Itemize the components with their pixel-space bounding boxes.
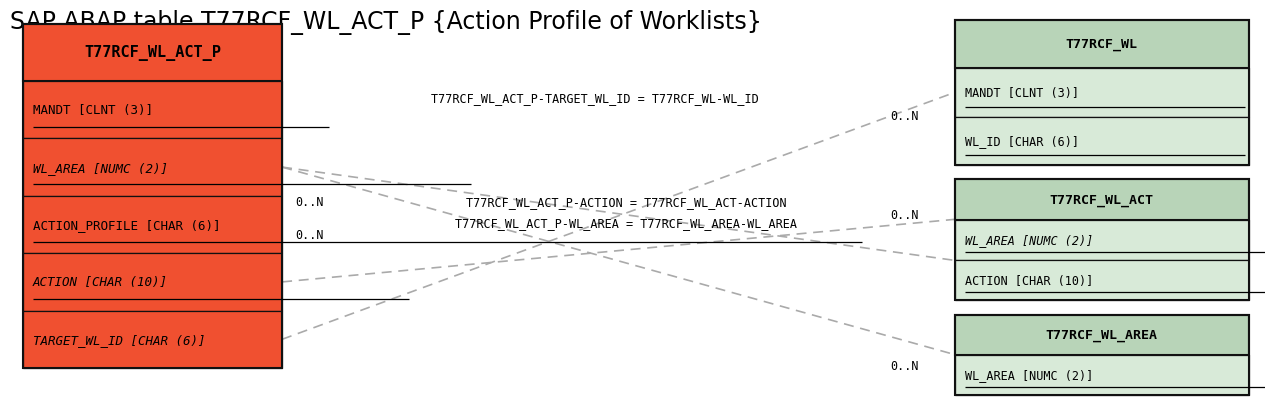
- Text: SAP ABAP table T77RCF_WL_ACT_P {Action Profile of Worklists}: SAP ABAP table T77RCF_WL_ACT_P {Action P…: [10, 10, 762, 35]
- Bar: [23, 139, 282, 196]
- Text: T77RCF_WL_ACT_P-TARGET_WL_ID = T77RCF_WL-WL_ID: T77RCF_WL_ACT_P-TARGET_WL_ID = T77RCF_WL…: [430, 92, 759, 105]
- Text: 0..N: 0..N: [296, 196, 324, 209]
- Bar: [23, 254, 282, 311]
- Bar: [23, 196, 282, 254]
- Bar: [955, 180, 1249, 301]
- Bar: [23, 25, 282, 368]
- Bar: [23, 25, 282, 82]
- Bar: [955, 315, 1249, 395]
- Text: T77RCF_WL_ACT_P-ACTION = T77RCF_WL_ACT-ACTION: T77RCF_WL_ACT_P-ACTION = T77RCF_WL_ACT-A…: [466, 196, 787, 209]
- Text: 0..N: 0..N: [891, 360, 918, 373]
- Text: 0..N: 0..N: [891, 110, 918, 123]
- Text: ACTION [CHAR (10)]: ACTION [CHAR (10)]: [33, 276, 168, 289]
- Bar: [955, 69, 1249, 117]
- Bar: [955, 261, 1249, 301]
- Bar: [955, 180, 1249, 220]
- Text: ACTION_PROFILE [CHAR (6)]: ACTION_PROFILE [CHAR (6)]: [33, 218, 220, 231]
- Text: 0..N: 0..N: [296, 229, 324, 242]
- Text: T77RCF_WL_ACT_P: T77RCF_WL_ACT_P: [83, 45, 221, 61]
- Bar: [955, 117, 1249, 166]
- Text: T77RCF_WL_ACT_P-WL_AREA = T77RCF_WL_AREA-WL_AREA: T77RCF_WL_ACT_P-WL_AREA = T77RCF_WL_AREA…: [455, 216, 797, 229]
- Text: T77RCF_WL_AREA: T77RCF_WL_AREA: [1046, 328, 1157, 342]
- Bar: [23, 311, 282, 368]
- Text: WL_AREA [NUMC (2)]: WL_AREA [NUMC (2)]: [33, 161, 168, 174]
- Bar: [955, 20, 1249, 69]
- Text: MANDT [CLNT (3)]: MANDT [CLNT (3)]: [965, 87, 1079, 99]
- Bar: [23, 82, 282, 139]
- Text: WL_AREA [NUMC (2)]: WL_AREA [NUMC (2)]: [965, 234, 1093, 247]
- Text: WL_AREA [NUMC (2)]: WL_AREA [NUMC (2)]: [965, 368, 1093, 381]
- Bar: [955, 315, 1249, 355]
- Text: 0..N: 0..N: [891, 208, 918, 221]
- Text: TARGET_WL_ID [CHAR (6)]: TARGET_WL_ID [CHAR (6)]: [33, 333, 205, 346]
- Bar: [955, 20, 1249, 166]
- Text: ACTION [CHAR (10)]: ACTION [CHAR (10)]: [965, 274, 1093, 287]
- Text: T77RCF_WL: T77RCF_WL: [1066, 38, 1137, 51]
- Bar: [955, 220, 1249, 261]
- Bar: [955, 355, 1249, 395]
- Text: MANDT [CLNT (3)]: MANDT [CLNT (3)]: [33, 104, 153, 117]
- Text: WL_ID [CHAR (6)]: WL_ID [CHAR (6)]: [965, 135, 1079, 148]
- Text: T77RCF_WL_ACT: T77RCF_WL_ACT: [1050, 193, 1154, 207]
